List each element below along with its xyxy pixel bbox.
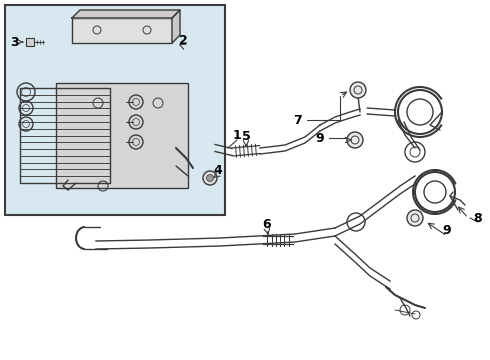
Polygon shape: [72, 10, 180, 18]
Text: 2: 2: [179, 33, 187, 46]
Circle shape: [407, 210, 423, 226]
Polygon shape: [172, 10, 180, 43]
Circle shape: [350, 82, 366, 98]
Text: 6: 6: [263, 217, 271, 230]
Bar: [56, 83, 188, 188]
Text: 8: 8: [474, 212, 482, 225]
Bar: [5, 5, 225, 215]
Text: 7: 7: [294, 113, 302, 126]
Text: 9: 9: [442, 224, 451, 237]
Text: 1: 1: [233, 129, 242, 141]
Bar: [20, 88, 110, 183]
Circle shape: [203, 171, 217, 185]
Text: 9: 9: [316, 131, 324, 144]
Text: 4: 4: [214, 163, 222, 176]
Text: 3: 3: [10, 36, 18, 49]
Bar: [26, 38, 34, 46]
FancyBboxPatch shape: [72, 18, 172, 43]
Circle shape: [206, 175, 214, 181]
Circle shape: [347, 132, 363, 148]
Text: 5: 5: [242, 130, 250, 143]
